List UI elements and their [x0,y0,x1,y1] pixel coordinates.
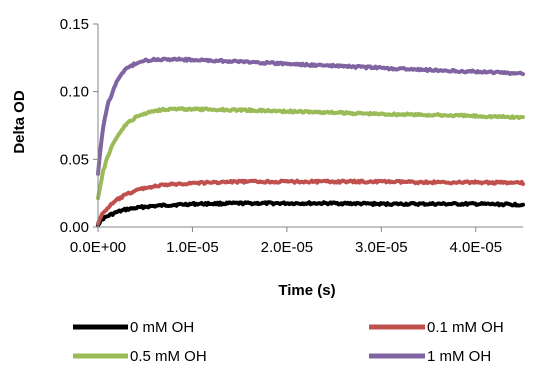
legend-label: 0.5 mM OH [130,348,207,365]
series-line [96,56,525,176]
series-line [96,106,525,201]
legend-label: 0 mM OH [130,319,194,336]
x-axis: 0.0E+00 1.0E-05 2.0E-05 3.0E-05 4.0E-05 [70,226,523,256]
y-tick-label: 0.15 [60,16,89,33]
y-axis: 0.00 0.05 0.10 0.15 [60,16,99,236]
series-line [96,200,525,228]
x-tick-label: 0.0E+00 [70,239,126,256]
series-line [96,178,525,226]
y-tick-label: 0.00 [60,219,89,236]
x-tick-label: 4.0E-05 [450,239,503,256]
legend: 0 mM OH 0.1 mM OH 0.5 mM OH 1 mM OH [73,319,504,365]
y-axis-title: Delta OD [11,90,28,154]
x-axis-title: Time (s) [278,282,335,299]
x-tick-label: 2.0E-05 [261,239,314,256]
x-tick-label: 3.0E-05 [355,239,408,256]
y-tick-label: 0.05 [60,151,89,168]
legend-label: 0.1 mM OH [427,319,504,336]
x-tick-label: 1.0E-05 [166,239,219,256]
legend-label: 1 mM OH [427,348,491,365]
series-lines [96,56,525,228]
y-tick-label: 0.10 [60,84,89,101]
